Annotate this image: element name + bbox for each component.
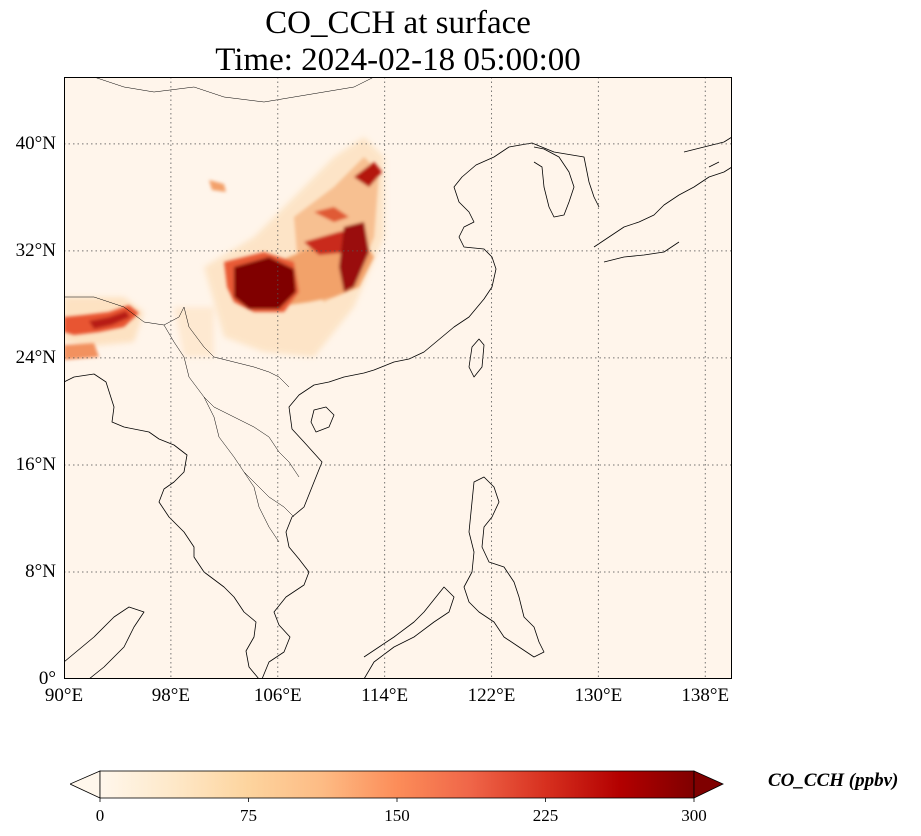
lat-tick-label: 0° [38,668,56,689]
map-panel [64,77,732,679]
colorbar-gradient [99,770,695,799]
lat-tick-label: 16°N [15,453,56,475]
mainland-coastline [64,142,600,679]
lon-tick-label: 98°E [151,685,190,706]
sumatra-coastline [64,606,145,679]
lat-tick-label: 32°N [15,239,56,261]
colorbar-tick-label: 225 [532,806,559,825]
borneo-coastline [363,586,455,679]
taiwan-coastline [468,338,485,378]
colorbar-tick-label: 300 [681,806,707,825]
lat-tick-label: 24°N [15,346,56,368]
lon-tick-label: 122°E [467,685,516,706]
korea-coastline [533,146,575,218]
lat-tick-label: 40°N [15,132,56,154]
map-border [64,77,732,679]
coastlines [64,77,732,679]
map-title: CO_CCH at surface [265,5,531,41]
map-background [64,77,732,679]
co-concentration-field [64,137,384,360]
colorbar-tick-label: 150 [384,806,410,825]
map-time: Time: 2024-02-18 05:00:00 [215,42,581,78]
colorbar-tick-label: 0 [95,806,105,825]
colorbar-title: CO_CCH (ppbv) [768,770,899,791]
philippines-coastline [463,476,545,658]
hainan-coastline [310,406,335,433]
inland-borders [64,77,375,543]
colorbar-min-extension [70,770,101,799]
gridlines [64,77,732,679]
lat-tick-label: 8°N [25,560,56,582]
lon-tick-label: 114°E [361,685,409,706]
colorbar-max-extension [693,770,724,799]
lon-tick-label: 90°E [44,685,84,706]
japan-coastline [593,136,732,263]
colorbar [70,770,724,802]
lon-tick-label: 138°E [681,685,730,706]
lon-tick-label: 130°E [574,685,623,706]
lon-tick-label: 106°E [253,685,302,706]
colorbar-tick-label: 75 [240,806,257,825]
